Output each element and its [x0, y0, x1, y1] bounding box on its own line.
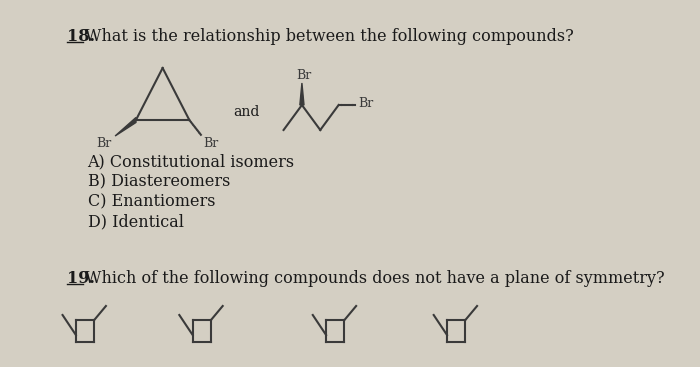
- Text: Br: Br: [204, 137, 219, 150]
- Text: and: and: [234, 105, 260, 119]
- Text: A) Constitutional isomers: A) Constitutional isomers: [88, 153, 295, 170]
- Text: B) Diastereomers: B) Diastereomers: [88, 173, 230, 190]
- Text: 19.: 19.: [66, 270, 94, 287]
- Text: What is the relationship between the following compounds?: What is the relationship between the fol…: [85, 28, 574, 45]
- Text: 18.: 18.: [66, 28, 94, 45]
- Text: Which of the following compounds does not have a plane of symmetry?: Which of the following compounds does no…: [85, 270, 665, 287]
- Text: D) Identical: D) Identical: [88, 213, 183, 230]
- Text: Br: Br: [296, 69, 312, 82]
- Text: Br: Br: [97, 137, 112, 150]
- Text: Br: Br: [358, 97, 374, 110]
- Text: C) Enantiomers: C) Enantiomers: [88, 193, 215, 210]
- Polygon shape: [300, 83, 304, 105]
- Polygon shape: [115, 117, 136, 136]
